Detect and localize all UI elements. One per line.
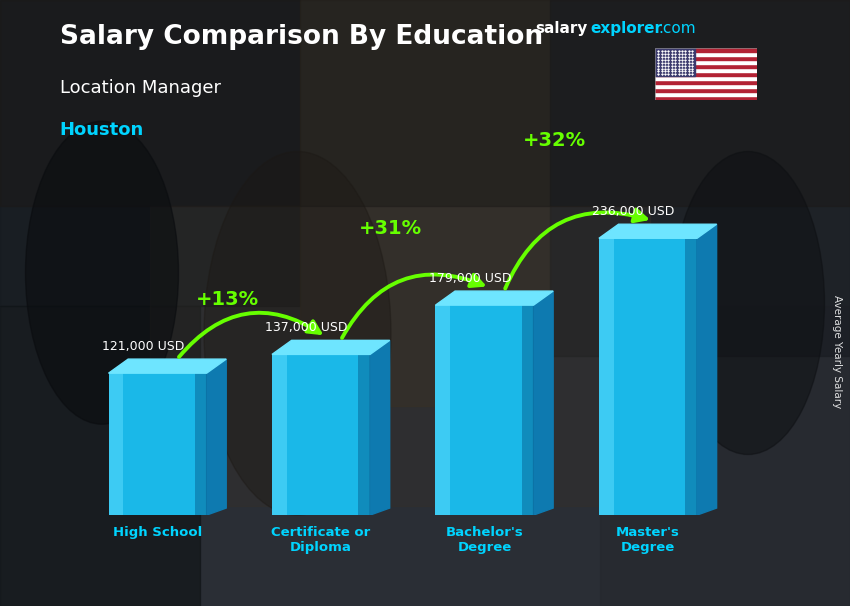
- Text: Salary Comparison By Education: Salary Comparison By Education: [60, 24, 542, 50]
- Polygon shape: [272, 341, 389, 355]
- Text: 179,000 USD: 179,000 USD: [429, 272, 512, 285]
- Bar: [109, 373, 123, 515]
- Polygon shape: [370, 341, 389, 515]
- Text: 121,000 USD: 121,000 USD: [102, 340, 184, 353]
- Bar: [654, 88, 756, 92]
- Bar: [654, 48, 695, 76]
- Text: Average Yearly Salary: Average Yearly Salary: [832, 295, 842, 408]
- Bar: [654, 96, 756, 100]
- Bar: [654, 56, 756, 61]
- Bar: [272, 355, 370, 515]
- Text: +31%: +31%: [359, 219, 422, 238]
- Bar: [654, 92, 756, 96]
- Bar: [195, 373, 207, 515]
- Bar: [522, 305, 534, 515]
- Bar: [654, 48, 756, 53]
- Bar: [654, 68, 756, 72]
- Text: 236,000 USD: 236,000 USD: [592, 205, 675, 218]
- Text: salary: salary: [536, 21, 588, 36]
- Bar: [654, 53, 756, 56]
- Bar: [272, 355, 286, 515]
- Bar: [685, 238, 697, 515]
- Bar: [359, 355, 370, 515]
- Text: Location Manager: Location Manager: [60, 79, 220, 97]
- Polygon shape: [697, 224, 717, 515]
- Polygon shape: [599, 224, 717, 238]
- Text: +13%: +13%: [196, 290, 258, 309]
- Text: +32%: +32%: [523, 132, 586, 150]
- Bar: [654, 61, 756, 64]
- Polygon shape: [435, 291, 553, 305]
- Polygon shape: [207, 359, 226, 515]
- Bar: [654, 72, 756, 76]
- Bar: [599, 238, 697, 515]
- Bar: [654, 80, 756, 84]
- Text: explorer: explorer: [591, 21, 663, 36]
- Bar: [435, 305, 450, 515]
- Bar: [654, 76, 756, 80]
- Polygon shape: [534, 291, 553, 515]
- Text: 137,000 USD: 137,000 USD: [265, 321, 348, 335]
- Bar: [654, 84, 756, 88]
- Bar: [599, 238, 614, 515]
- Polygon shape: [109, 359, 226, 373]
- Bar: [654, 64, 756, 68]
- Bar: [435, 305, 534, 515]
- Text: .com: .com: [659, 21, 696, 36]
- Bar: [109, 373, 207, 515]
- Text: Houston: Houston: [60, 121, 144, 139]
